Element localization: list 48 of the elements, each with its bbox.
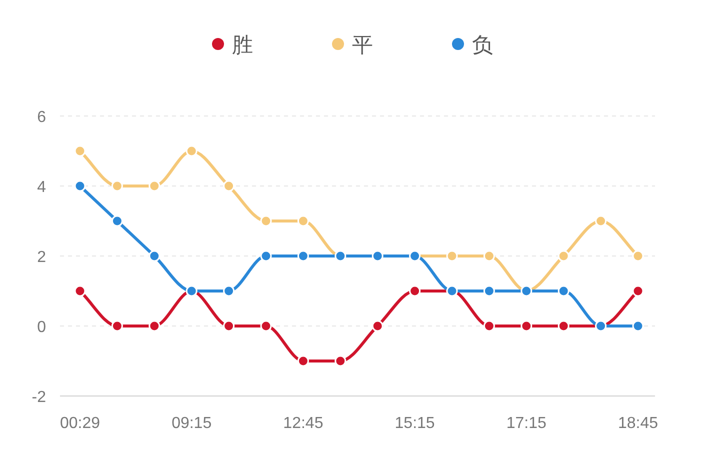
y-tick-label: 2 [37, 249, 46, 266]
point [223, 180, 235, 192]
point [74, 180, 86, 192]
y-tick-label: 6 [37, 109, 46, 126]
point [483, 285, 495, 297]
x-tick-label: 12:45 [283, 415, 324, 432]
point [74, 285, 86, 297]
point [632, 320, 644, 332]
point [148, 320, 160, 332]
point [297, 250, 309, 262]
point [558, 285, 570, 297]
point [483, 250, 495, 262]
point [446, 250, 458, 262]
y-tick-label: 4 [37, 179, 46, 196]
point [632, 250, 644, 262]
point [260, 215, 272, 227]
point [186, 145, 198, 157]
point [223, 320, 235, 332]
x-tick-label: 15:15 [394, 415, 435, 432]
point [409, 285, 421, 297]
legend-label: 胜 [232, 34, 253, 57]
point [372, 320, 384, 332]
point [520, 320, 532, 332]
point [111, 320, 123, 332]
point [632, 285, 644, 297]
point [558, 250, 570, 262]
point [223, 285, 235, 297]
point [260, 250, 272, 262]
x-tick-label: 00:29 [60, 415, 100, 432]
point [297, 215, 309, 227]
point [74, 145, 86, 157]
point [260, 320, 272, 332]
point [297, 355, 309, 367]
point [334, 355, 346, 367]
x-tick-label: 09:15 [172, 415, 212, 432]
point [148, 250, 160, 262]
x-tick-label: 17:15 [506, 415, 547, 432]
legend-label: 平 [352, 34, 373, 57]
x-tick-label: 18:45 [618, 415, 658, 432]
legend-label: 负 [472, 34, 493, 57]
point [483, 320, 495, 332]
point [111, 215, 123, 227]
point [595, 215, 607, 227]
point [111, 180, 123, 192]
y-tick-label: 0 [37, 319, 46, 336]
point [148, 180, 160, 192]
point [558, 320, 570, 332]
y-tick-label: -2 [32, 389, 46, 406]
